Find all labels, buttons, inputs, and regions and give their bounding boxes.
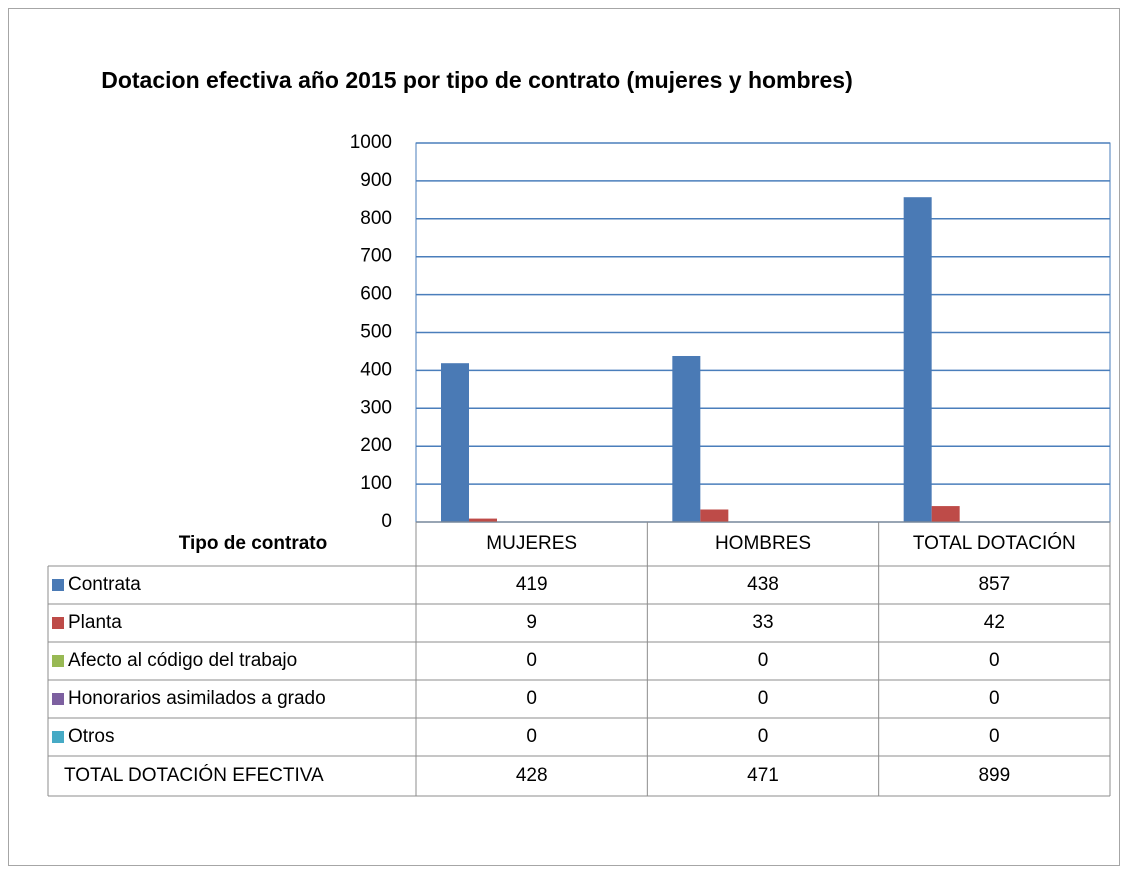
- bar: [441, 363, 469, 522]
- y-tick-label: 600: [360, 284, 392, 305]
- total-value: 899: [978, 765, 1010, 786]
- total-value: 471: [747, 765, 779, 786]
- total-label: TOTAL DOTACIÓN EFECTIVA: [64, 764, 324, 786]
- table-value: 0: [758, 726, 769, 747]
- legend-label: Honorarios asimilados a grado: [68, 688, 326, 709]
- table-value: 0: [758, 688, 769, 709]
- legend-label: Contrata: [68, 574, 141, 595]
- bar: [903, 197, 932, 522]
- table-value: 33: [752, 612, 773, 633]
- y-tick-label: 1000: [350, 132, 392, 153]
- table-value: 0: [989, 688, 1000, 709]
- table-value: 42: [984, 612, 1005, 633]
- y-tick-label: 200: [360, 435, 392, 456]
- bar: [469, 518, 497, 522]
- x-tick-label: MUJERES: [486, 533, 577, 554]
- table-value: 0: [526, 650, 537, 671]
- bar: [700, 509, 729, 522]
- legend-label: Otros: [68, 726, 114, 747]
- y-tick-label: 900: [360, 170, 392, 191]
- y-tick-label: 400: [360, 359, 392, 380]
- y-tick-label: 0: [381, 511, 392, 532]
- table-value: 419: [516, 574, 548, 595]
- y-tick-label: 700: [360, 246, 392, 267]
- y-tick-label: 300: [360, 397, 392, 418]
- x-tick-label: HOMBRES: [715, 533, 811, 554]
- legend-label: Afecto al código del trabajo: [68, 650, 297, 671]
- legend-swatch: [52, 655, 64, 667]
- legend-swatch: [52, 579, 64, 591]
- table-value: 0: [526, 726, 537, 747]
- y-tick-label: 100: [360, 473, 392, 494]
- bar: [672, 355, 701, 522]
- legend-swatch: [52, 693, 64, 705]
- table-value: 0: [989, 650, 1000, 671]
- table-value: 857: [978, 574, 1010, 595]
- bar: [931, 506, 960, 522]
- y-tick-label: 500: [360, 322, 392, 343]
- x-tick-label: TOTAL DOTACIÓN: [913, 532, 1076, 554]
- chart-border: [8, 8, 1120, 866]
- total-value: 428: [516, 765, 548, 786]
- legend-swatch: [52, 617, 64, 629]
- table-value: 438: [747, 574, 779, 595]
- table-value: 0: [526, 688, 537, 709]
- table-label: Tipo de contrato: [179, 533, 327, 554]
- table-value: 0: [989, 726, 1000, 747]
- y-tick-label: 800: [360, 208, 392, 229]
- table-value: 9: [526, 612, 537, 633]
- legend-swatch: [52, 731, 64, 743]
- chart-title: Dotacion efectiva año 2015 por tipo de c…: [101, 67, 853, 93]
- table-value: 0: [758, 650, 769, 671]
- legend-label: Planta: [68, 612, 122, 633]
